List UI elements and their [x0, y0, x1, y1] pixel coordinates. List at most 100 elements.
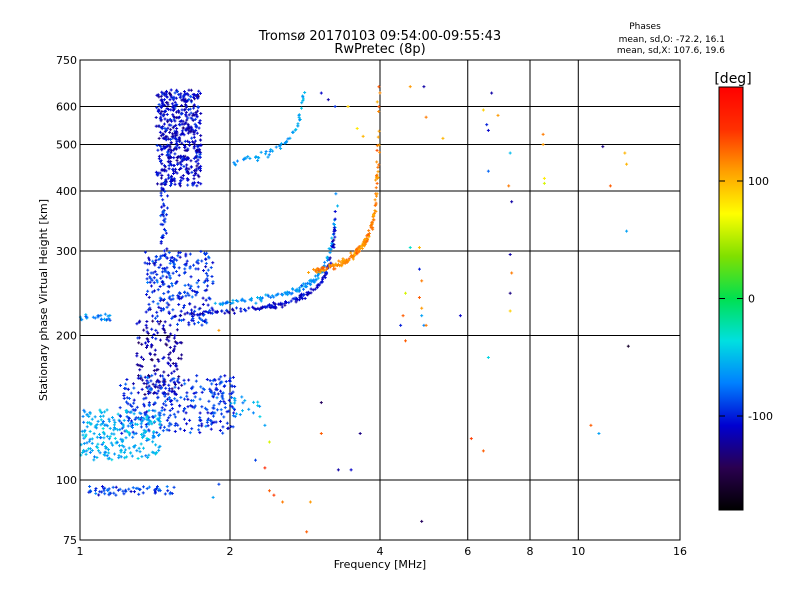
data-point — [103, 450, 107, 454]
data-point — [198, 397, 202, 401]
data-point — [139, 374, 143, 378]
data-point — [422, 85, 426, 89]
data-point — [249, 298, 253, 302]
data-point — [90, 448, 94, 452]
data-point — [179, 318, 183, 322]
data-point — [149, 379, 153, 383]
data-point — [118, 383, 122, 387]
data-point — [153, 364, 157, 368]
data-point — [161, 324, 165, 328]
data-point — [240, 395, 244, 399]
data-point — [221, 425, 225, 429]
data-point — [182, 122, 186, 126]
data-point — [160, 182, 164, 186]
data-point — [608, 184, 612, 188]
data-point — [173, 257, 177, 261]
data-point — [266, 155, 270, 159]
data-point — [420, 279, 424, 283]
data-point — [156, 368, 160, 372]
data-point — [162, 187, 166, 191]
data-point — [417, 246, 421, 250]
data-point — [88, 429, 92, 433]
data-point — [183, 428, 187, 432]
data-point — [164, 128, 168, 132]
data-point — [106, 457, 110, 461]
data-point — [105, 408, 109, 412]
data-point — [365, 237, 369, 241]
data-point — [178, 427, 182, 431]
data-point — [125, 400, 129, 404]
data-point — [205, 321, 209, 325]
data-point — [168, 351, 172, 355]
data-point — [83, 428, 87, 432]
data-point — [188, 143, 192, 147]
data-point — [158, 285, 162, 289]
data-point — [542, 176, 546, 180]
data-point — [298, 293, 302, 297]
data-point — [113, 420, 117, 424]
data-point — [174, 96, 178, 100]
data-point — [167, 272, 171, 276]
data-point — [589, 423, 593, 427]
data-point — [330, 241, 334, 245]
data-point — [186, 283, 190, 287]
data-point — [223, 401, 227, 405]
data-point — [195, 290, 199, 294]
data-point — [160, 235, 164, 239]
data-point — [158, 338, 162, 342]
data-point — [316, 276, 320, 280]
data-point — [179, 163, 183, 167]
data-point — [108, 313, 112, 317]
data-point — [184, 121, 188, 125]
data-point — [168, 98, 172, 102]
data-point — [486, 355, 490, 359]
data-point — [191, 316, 195, 320]
data-point — [159, 191, 163, 195]
data-point — [176, 377, 180, 381]
data-point — [220, 394, 224, 398]
data-point — [112, 423, 116, 427]
data-point — [169, 258, 173, 262]
data-point — [192, 173, 196, 177]
data-point — [360, 247, 364, 251]
data-point — [193, 305, 197, 309]
data-point — [214, 388, 218, 392]
data-point — [198, 119, 202, 123]
data-point — [160, 148, 164, 152]
data-point — [85, 441, 89, 445]
data-point — [259, 297, 263, 301]
data-point — [201, 296, 205, 300]
data-point — [198, 431, 202, 435]
data-point — [424, 323, 428, 327]
data-point — [197, 175, 201, 179]
data-point — [183, 154, 187, 158]
data-point — [110, 432, 114, 436]
data-point — [160, 90, 164, 94]
x-tick-label: 4 — [377, 545, 384, 558]
data-point — [189, 99, 193, 103]
data-point — [167, 383, 171, 387]
data-point — [251, 411, 255, 415]
data-point — [158, 416, 162, 420]
data-point — [333, 105, 337, 109]
data-point — [147, 295, 151, 299]
data-point — [149, 343, 153, 347]
data-point — [373, 198, 377, 202]
data-point — [167, 353, 171, 357]
data-point — [160, 152, 164, 156]
data-point — [205, 288, 209, 292]
data-point — [161, 210, 165, 214]
data-point — [140, 365, 144, 369]
data-point — [173, 340, 177, 344]
data-point — [120, 443, 124, 447]
data-point — [165, 337, 169, 341]
data-point — [137, 446, 141, 450]
data-point — [222, 400, 226, 404]
data-point — [119, 437, 123, 441]
data-point — [159, 176, 163, 180]
data-point — [216, 392, 220, 396]
data-point — [178, 184, 182, 188]
data-point — [194, 124, 198, 128]
data-point — [165, 206, 169, 210]
data-point — [89, 422, 93, 426]
